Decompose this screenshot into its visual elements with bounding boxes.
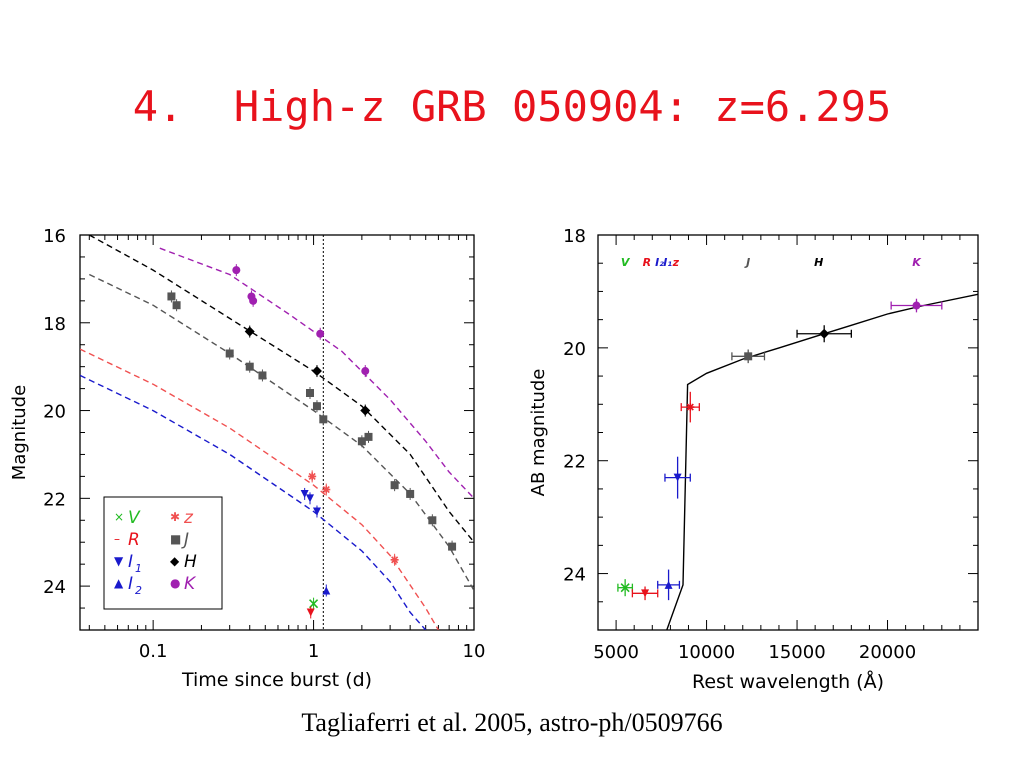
y-axis-label: AB magnitude [528,369,549,497]
data-point-j [319,415,328,424]
x-axis-label: Rest wavelength (Å) [692,670,884,693]
legend-label: V [128,508,141,528]
y-tick-label: 22 [563,452,586,473]
data-point-j [406,489,415,498]
data-point-j [305,389,314,397]
y-tick-label: 18 [43,314,66,335]
y-tick-label: 18 [563,226,586,247]
legend-marker: ■ [170,532,181,546]
data-point-h [360,405,371,416]
data-point-k [249,296,258,305]
data-point-k [361,367,370,376]
data-point-k [232,266,241,275]
band-label: K [912,256,922,269]
y-tick-label: 24 [43,577,66,598]
y-tick-label: 22 [43,489,66,510]
sed-point-z [686,403,695,412]
sed-chart: 5000 10000 15000 20000 18 20 22 24 Rest waveleng… [528,226,979,693]
data-point-j [364,432,373,441]
band-label: J [744,256,750,269]
data-point-j [357,437,366,446]
data-point-j [390,481,399,490]
model-curve-z [80,348,440,630]
legend-marker: ◆ [170,554,180,568]
legend-marker: ▼ [114,554,124,568]
legend-box [103,496,223,610]
data-point-j [312,402,321,411]
sed-model-curve [666,293,978,630]
legend-label: R [128,530,140,550]
legend-marker: ✱ [170,510,180,524]
band-label: z [672,256,680,269]
data-point-i1 [312,507,321,516]
data-point-i1 [305,494,314,503]
data-point-r [306,608,315,617]
legend-subscript: 2 [135,584,142,597]
x-tick-label: 1 [308,641,319,662]
sed-point-r [641,589,650,598]
legend-subscript: 1 [135,562,142,575]
data-point-i1 [300,489,309,498]
legend-label: I [128,552,133,572]
data-point-k [316,329,325,338]
plot-frame [597,234,979,631]
data-point-v [309,599,319,609]
band-label: V [621,256,631,269]
legend-label: H [184,552,197,572]
x-axis-label: Time since burst (d) [181,669,372,691]
slide-caption: Tagliaferri et al. 2005, astro-ph/050976… [301,708,723,737]
data-point-z [308,472,317,481]
y-tick-label: 20 [43,402,66,423]
band-label: I₂ [655,256,664,269]
sed-point-i2 [664,580,673,589]
model-curve-i1 [80,374,427,630]
data-point-j [428,516,437,525]
x-tick-label: 20000 [859,642,916,663]
band-label: I₁ [663,256,672,269]
data-point-j [258,371,267,380]
band-label: R [643,256,651,269]
data-point-j [172,301,181,310]
data-point-j [225,349,234,358]
x-tick-label: 10000 [678,642,735,663]
legend-label: I [128,574,133,594]
model-curve-j [88,273,474,591]
legend-marker: ▲ [114,576,124,590]
sed-point-i1 [673,473,682,482]
plot-area [80,235,474,630]
data-point-j [448,542,457,551]
sed-point-j [744,352,753,361]
y-tick-label: 20 [563,339,586,360]
band-label: H [814,256,823,269]
data-point-j [245,362,254,371]
y-tick-label: 16 [43,226,66,247]
model-curve-h [88,235,474,543]
y-tick-label: 24 [563,565,586,586]
sed-point-h [819,328,830,339]
legend-label: J [181,530,189,550]
legend-marker: ● [170,576,180,590]
data-point-j [167,292,176,301]
legend-label: K [184,574,197,594]
data-point-i2 [322,586,331,595]
sed-point-v [620,583,630,593]
data-point-z [390,555,399,564]
model-curve-k [159,247,474,499]
data-point-h [244,326,255,337]
legend-marker: × [114,510,124,524]
data-point-h [311,366,322,377]
legend-marker: – [114,532,120,546]
y-axis-label: Magnitude [9,385,30,480]
x-tick-label: 5000 [593,642,639,663]
plot-area [617,293,978,630]
x-tick-label: 10 [463,641,486,662]
slide-title: 4. High-z GRB 050904: z=6.295 [132,82,892,131]
data-point-z [322,485,331,494]
light-curve-chart: 0.1 1 10 16 18 20 22 24 Time since burst (d) Magn… [9,226,485,691]
sed-point-k [912,301,921,310]
x-tick-label: 15000 [768,642,825,663]
legend-label: z [183,508,194,528]
x-tick-label: 0.1 [139,641,168,662]
